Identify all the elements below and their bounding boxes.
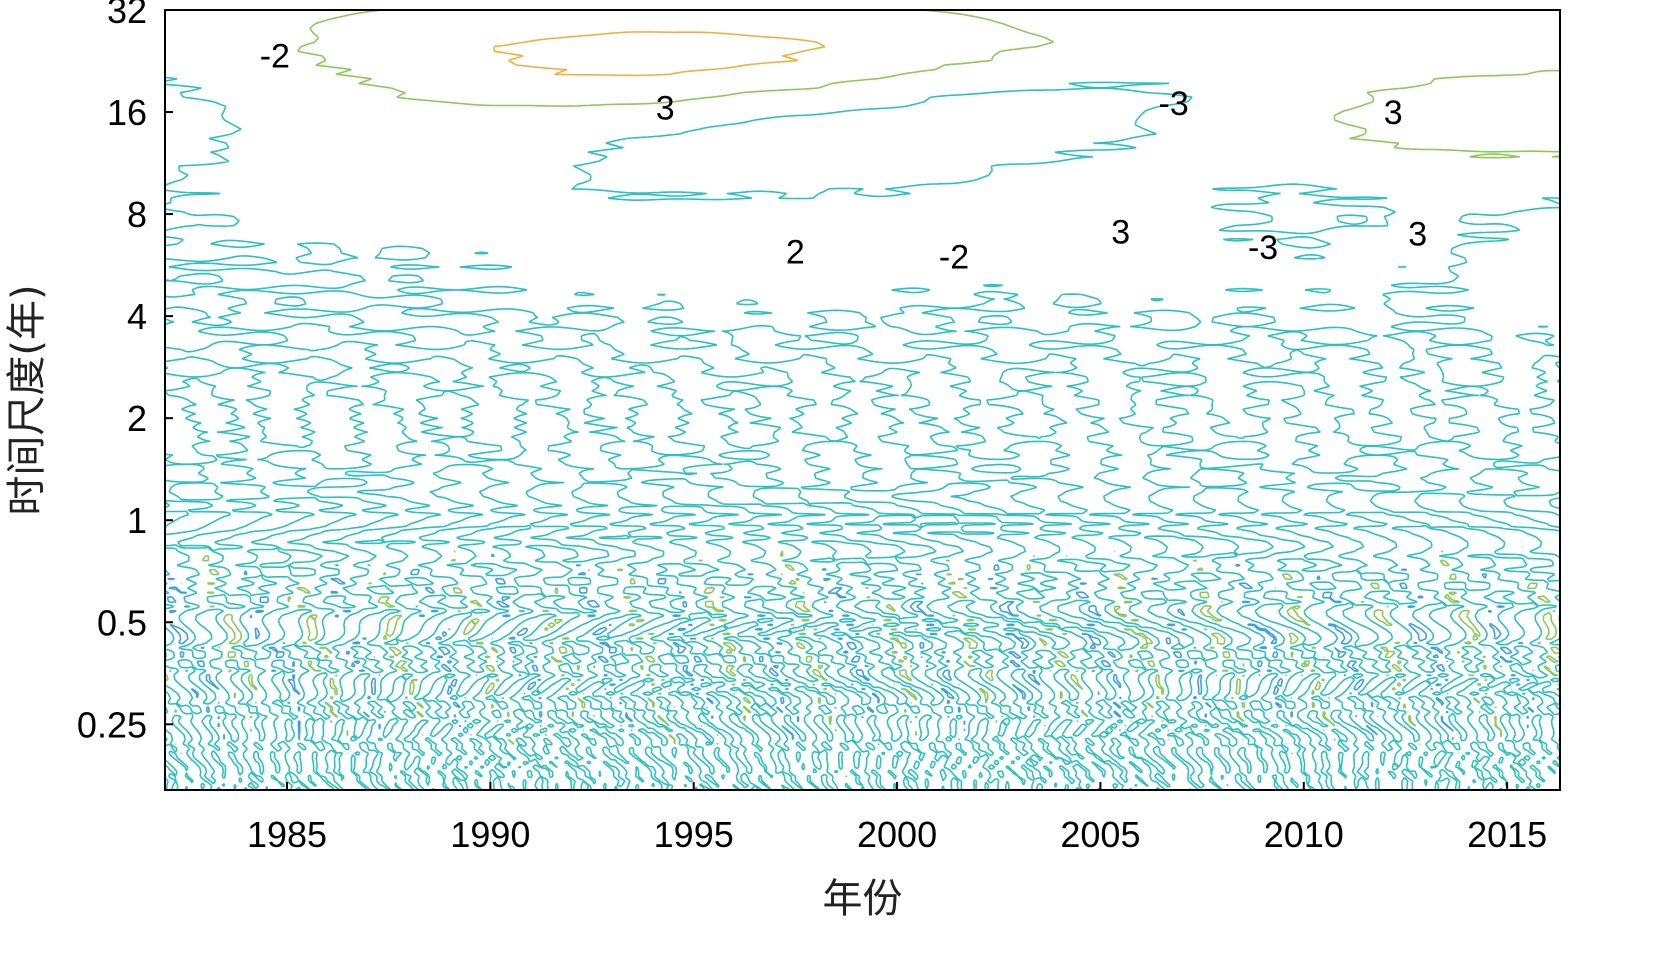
contour-value-label: -3 bbox=[1159, 85, 1189, 123]
y-tick-label: 8 bbox=[127, 194, 147, 235]
contour-level-neg1 bbox=[166, 553, 1535, 759]
contour-value-label: 3 bbox=[1111, 214, 1130, 252]
contour-value-label: 3 bbox=[656, 90, 675, 128]
contour-level-1 bbox=[164, 9, 1561, 755]
y-tick-label: 16 bbox=[107, 92, 147, 133]
y-tick-label: 4 bbox=[127, 296, 147, 337]
y-axis-title: 时间尺度(年) bbox=[4, 284, 50, 515]
x-tick-label: 2000 bbox=[857, 814, 937, 855]
contour-level-2 bbox=[493, 31, 826, 77]
y-tick-label: 2 bbox=[127, 398, 147, 439]
contour-value-label: -2 bbox=[939, 238, 969, 276]
y-axis-ticks: 0.25 0.5 1 2 4 8 16 32 bbox=[77, 0, 173, 745]
x-tick-label: 2010 bbox=[1264, 814, 1344, 855]
contour-lines bbox=[164, 9, 1561, 791]
y-tick-label: 1 bbox=[127, 500, 147, 541]
contour-value-label: 3 bbox=[1408, 216, 1427, 254]
y-tick-label: 32 bbox=[107, 0, 147, 31]
contour-value-label: -2 bbox=[260, 37, 290, 75]
x-tick-label: 1985 bbox=[247, 814, 327, 855]
x-tick-label: 2015 bbox=[1467, 814, 1547, 855]
contour-labels: -2 3 -3 3 2 -2 3 -3 3 bbox=[260, 37, 1427, 276]
x-axis-ticks: 1985 1990 1995 2000 2005 2010 2015 bbox=[247, 782, 1547, 855]
x-tick-label: 1995 bbox=[654, 814, 734, 855]
contour-value-label: -3 bbox=[1248, 229, 1278, 267]
y-tick-label: 0.25 bbox=[77, 704, 147, 745]
x-tick-label: 1990 bbox=[450, 814, 530, 855]
contour-value-label: 2 bbox=[786, 234, 805, 272]
y-tick-label: 0.5 bbox=[97, 602, 147, 643]
contour-level-0 bbox=[164, 76, 1561, 791]
x-tick-label: 2005 bbox=[1060, 814, 1140, 855]
contour-value-label: 3 bbox=[1384, 94, 1403, 132]
x-axis-title: 年份 bbox=[823, 876, 903, 922]
plot-frame bbox=[164, 9, 1561, 791]
